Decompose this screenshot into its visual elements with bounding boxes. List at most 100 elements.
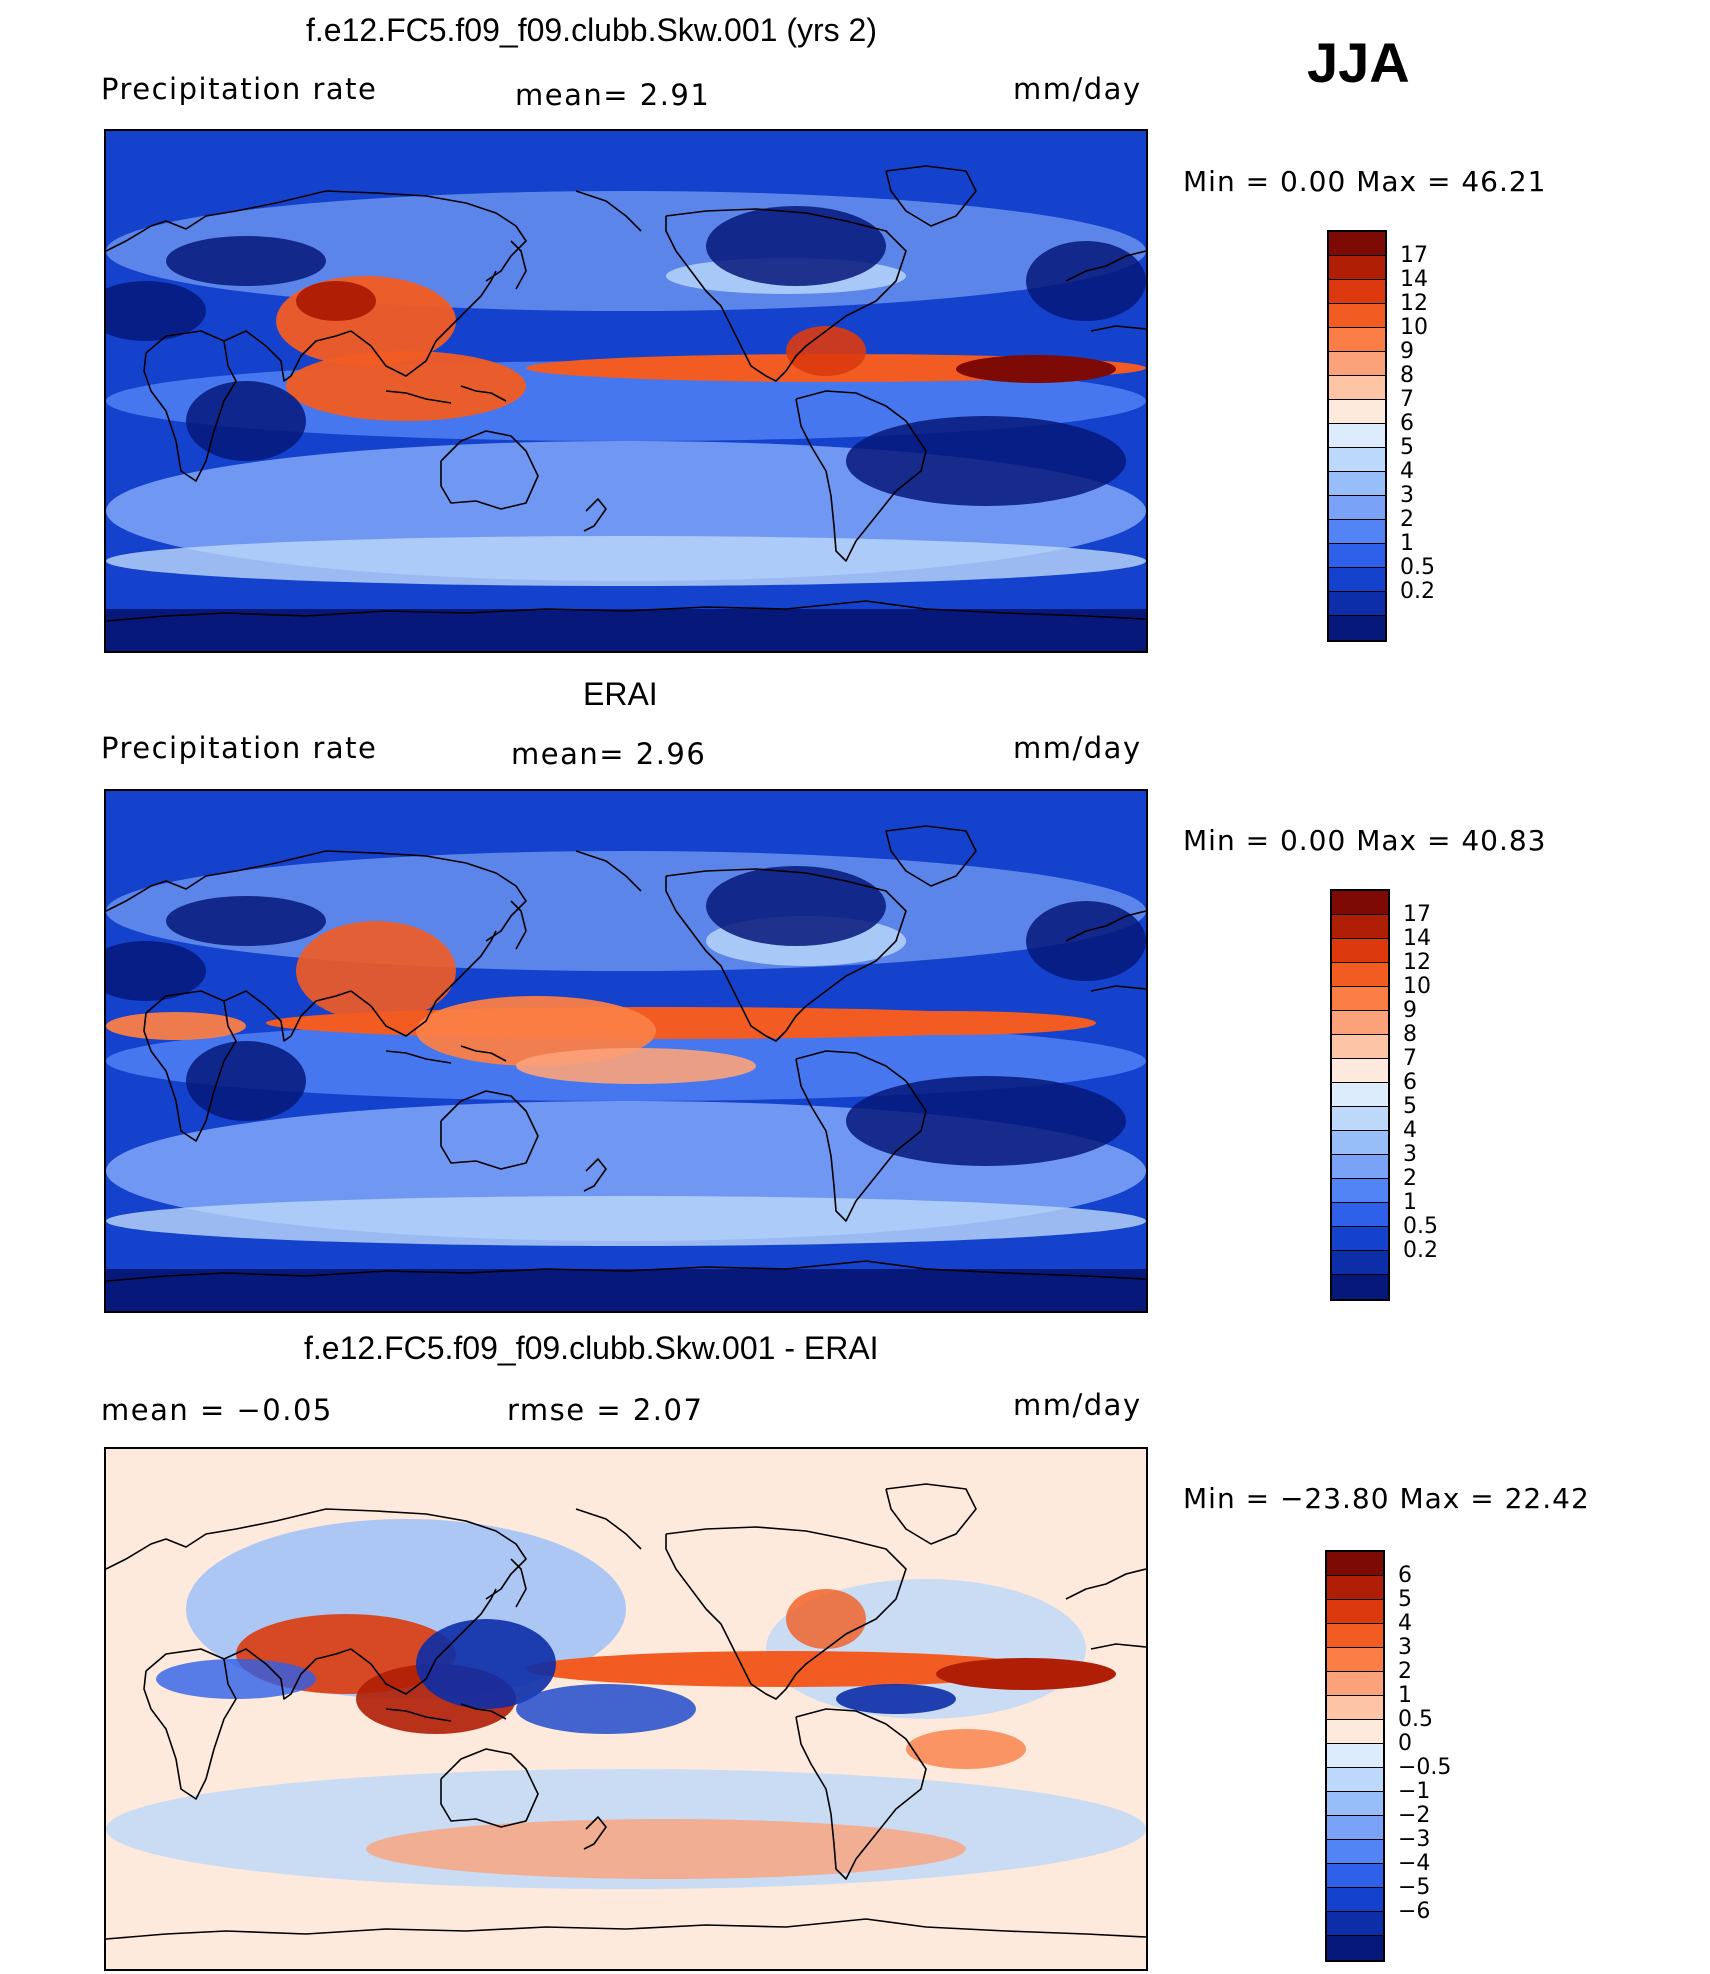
coastline <box>510 240 527 290</box>
field-contour <box>416 996 656 1066</box>
field-contour <box>166 896 326 946</box>
panel2-title: ERAI <box>583 676 658 712</box>
colorbar-swatch <box>1327 1936 1383 1960</box>
season-label: JJA <box>1307 31 1410 94</box>
panel2-mean-label: mean= 2.96 <box>511 737 707 771</box>
coastline <box>583 1158 607 1192</box>
field-contour <box>186 381 306 461</box>
colorbar-swatch <box>1329 616 1385 640</box>
colorbar-swatch <box>1329 232 1385 256</box>
coastline <box>460 385 507 402</box>
colorbar-tick-label: 9 <box>1400 339 1414 364</box>
coastline <box>665 868 907 1042</box>
colorbar-swatch <box>1329 256 1385 280</box>
coastline <box>143 1648 237 1800</box>
colorbar-tick-label: 8 <box>1400 363 1414 388</box>
colorbar-swatch <box>1329 352 1385 376</box>
colorbar-swatch <box>1329 568 1385 592</box>
colorbar-swatch <box>1329 304 1385 328</box>
field-contour <box>516 1048 756 1084</box>
colorbar-swatch <box>1327 1696 1383 1720</box>
colorbar-swatch <box>1332 1083 1388 1107</box>
colorbar-swatch <box>1329 496 1385 520</box>
coastline <box>665 208 907 382</box>
coastline <box>575 190 642 232</box>
field-contour <box>786 326 866 376</box>
field-contour <box>286 351 526 421</box>
colorbar-tick-label: −0.5 <box>1398 1755 1452 1780</box>
colorbar-tick-label: −5 <box>1398 1875 1431 1900</box>
panel2-variable-label: Precipitation rate <box>101 731 378 765</box>
field-contour <box>186 1041 306 1121</box>
colorbar-tick-label: 1 <box>1403 1190 1417 1215</box>
colorbar-tick-label: 14 <box>1400 267 1428 292</box>
coastline <box>1090 325 1146 332</box>
colorbar-swatch <box>1329 544 1385 568</box>
colorbar-tick-label: 12 <box>1403 950 1431 975</box>
field-contour <box>526 1651 1046 1687</box>
coastline <box>795 390 927 562</box>
coastline <box>583 498 607 532</box>
coastline <box>510 1558 527 1608</box>
field-contour <box>706 206 886 286</box>
colorbar-tick-label: 10 <box>1400 315 1428 340</box>
colorbar-swatch <box>1329 376 1385 400</box>
colorbar-tick-label: 3 <box>1403 1142 1417 1167</box>
colorbar-tick-label: 17 <box>1400 243 1428 268</box>
field-contour <box>846 1076 1126 1166</box>
panel2-units-label: mm/day <box>1013 731 1142 765</box>
coastline <box>440 430 539 510</box>
colorbar-tick-label: −6 <box>1398 1899 1431 1924</box>
colorbar-swatch <box>1332 987 1388 1011</box>
field-contour <box>936 1658 1116 1690</box>
colorbar-swatch <box>1332 1251 1388 1275</box>
colorbar-tick-label: 0.2 <box>1400 579 1435 604</box>
coastline <box>575 850 642 892</box>
colorbar-swatch <box>1332 1275 1388 1299</box>
field-contour <box>416 1619 556 1709</box>
colorbar-tick-label: 6 <box>1400 411 1414 436</box>
coastline <box>795 1708 927 1880</box>
colorbar-tick-label: 6 <box>1403 1070 1417 1095</box>
field-contour <box>786 1589 866 1649</box>
colorbar-swatch <box>1332 939 1388 963</box>
colorbar-swatch <box>1327 1792 1383 1816</box>
colorbar-tick-label: 7 <box>1400 387 1414 412</box>
coastline <box>885 825 977 887</box>
coastline <box>885 1483 977 1545</box>
coastline <box>795 1050 927 1222</box>
colorbar-swatch <box>1329 400 1385 424</box>
colorbar-swatch <box>1332 1155 1388 1179</box>
colorbar-tick-label: 5 <box>1403 1094 1417 1119</box>
coastline <box>223 330 352 382</box>
colorbar-tick-label: −1 <box>1398 1779 1431 1804</box>
field-contour <box>156 1659 316 1699</box>
panel3-title: f.e12.FC5.f09_f09.clubb.Skw.001 - ERAI <box>304 1330 879 1366</box>
coastline <box>1065 250 1146 282</box>
coastline <box>385 1708 452 1722</box>
coastline <box>665 1526 907 1700</box>
colorbar-tick-label: 4 <box>1400 459 1414 484</box>
field-contour <box>106 941 206 1001</box>
colorbar-tick-label: −2 <box>1398 1803 1431 1828</box>
panel1-colorbar-labels: 17 14 12 10 9 8 7 6 5 4 3 2 1 0.5 0.2 <box>1400 230 1470 642</box>
coastline <box>385 390 452 404</box>
field-contour <box>106 536 1146 586</box>
colorbar-swatch <box>1327 1720 1383 1744</box>
colorbar-tick-label: 4 <box>1403 1118 1417 1143</box>
colorbar-swatch <box>1329 328 1385 352</box>
coastline <box>106 1508 527 1600</box>
colorbar-swatch <box>1327 1864 1383 1888</box>
colorbar-swatch <box>1332 915 1388 939</box>
field-contour <box>296 281 376 321</box>
colorbar-tick-label: 14 <box>1403 926 1431 951</box>
coastline <box>575 1508 642 1550</box>
colorbar-swatch <box>1327 1768 1383 1792</box>
panel1-colorbar <box>1327 230 1387 642</box>
panel3-colorbar-labels: 6 5 4 3 2 1 0.5 0 −0.5 −1 −2 −3 −4 −5 −6 <box>1398 1550 1468 1962</box>
colorbar-swatch <box>1332 1179 1388 1203</box>
colorbar-tick-label: 3 <box>1400 483 1414 508</box>
colorbar-swatch <box>1329 472 1385 496</box>
coastline <box>1065 910 1146 942</box>
field-contour <box>106 609 1146 651</box>
